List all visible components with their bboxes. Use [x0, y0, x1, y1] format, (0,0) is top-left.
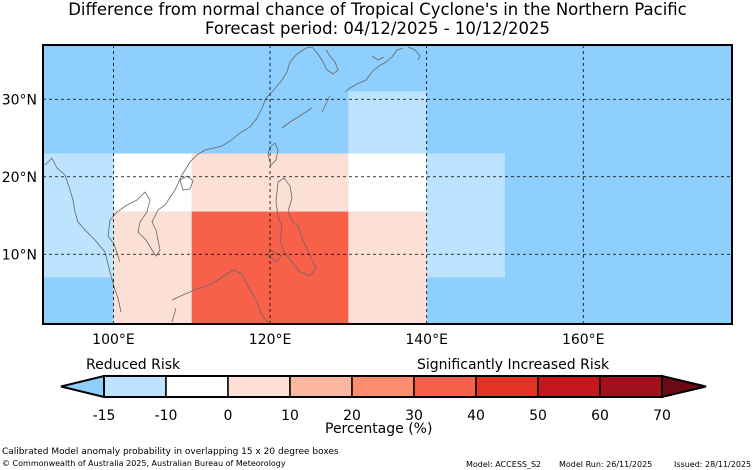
longitude-tick-label: 140°E — [405, 332, 448, 348]
colorbar-tick-label: 30 — [405, 408, 423, 424]
risk-cell — [43, 153, 114, 278]
latitude-tick-label: 30°N — [2, 92, 37, 108]
increased-risk-label: Significantly Increased Risk — [417, 357, 610, 373]
colorbar-segment — [165, 375, 229, 398]
colorbar-frame — [103, 375, 663, 398]
coast-hainan — [179, 175, 194, 191]
map-frame — [42, 44, 733, 325]
colorbar-tick-label: -15 — [93, 408, 116, 424]
colorbar-over-arrow — [661, 374, 707, 399]
coastline — [44, 46, 421, 323]
colorbar-tick-label: 0 — [224, 408, 233, 424]
coast-taiwan — [267, 142, 279, 166]
colorbar-under-arrow — [60, 374, 105, 399]
colorbar-segment — [227, 375, 291, 398]
longitude-tick-label: 100°E — [92, 332, 135, 348]
coast-asia-mainland — [44, 46, 313, 313]
risk-cell — [426, 153, 505, 278]
risk-cells — [43, 45, 732, 324]
colorbar-axis-label: Percentage (%) — [325, 421, 433, 437]
colorbar-segment — [537, 375, 601, 398]
colorbar-tick-label: 10 — [281, 408, 299, 424]
footer-issued: Issued: 28/11/2025 — [674, 460, 752, 469]
footer-model-run: Model Run: 26/11/2025 — [559, 460, 653, 469]
colorbar-tick-label: 40 — [467, 408, 485, 424]
colorbar-segment — [289, 375, 353, 398]
forecast-period: Forecast period: 04/12/2025 - 10/12/2025 — [204, 19, 551, 38]
colorbar: -15 -10 0 10 20 30 40 50 60 70 — [60, 374, 707, 424]
colorbar-tick-label: 70 — [653, 408, 671, 424]
colorbar-segment — [351, 375, 415, 398]
risk-cell — [348, 91, 427, 154]
longitude-tick-label: 160°E — [562, 332, 605, 348]
reduced-risk-label: Reduced Risk — [86, 357, 181, 373]
risk-cell — [348, 153, 427, 212]
colorbar-tick-label: 50 — [529, 408, 547, 424]
colorbar-segment — [475, 375, 539, 398]
axis-labels: 100°E 120°E 140°E 160°E 30°N 20°N 10°N — [2, 92, 605, 348]
risk-cell — [113, 211, 192, 324]
footer-model: Model: ACCESS_S2 — [466, 460, 542, 469]
footer-description: Calibrated Model anomaly probability in … — [2, 447, 339, 457]
longitude-tick-label: 120°E — [249, 332, 292, 348]
latitude-tick-label: 10°N — [2, 247, 37, 263]
colorbar-segment — [103, 375, 167, 398]
colorbar-tick-label: -10 — [155, 408, 178, 424]
footer-copyright: © Commonwealth of Australia 2025, Austra… — [2, 459, 286, 468]
coast-japan — [344, 46, 421, 93]
latitude-tick-label: 20°N — [2, 170, 37, 186]
coast-ryukyu — [281, 95, 331, 129]
coast-borneo — [171, 269, 269, 323]
coast-korea — [311, 46, 339, 75]
colorbar-tick-label: 60 — [591, 408, 609, 424]
colorbar-tick-label: 20 — [343, 408, 361, 424]
risk-cell — [348, 211, 427, 324]
graticule — [43, 45, 732, 324]
colorbar-segment — [599, 375, 663, 398]
risk-cell — [113, 153, 192, 212]
map-title: Difference from normal chance of Tropica… — [68, 0, 687, 19]
colorbar-segment — [413, 375, 477, 398]
